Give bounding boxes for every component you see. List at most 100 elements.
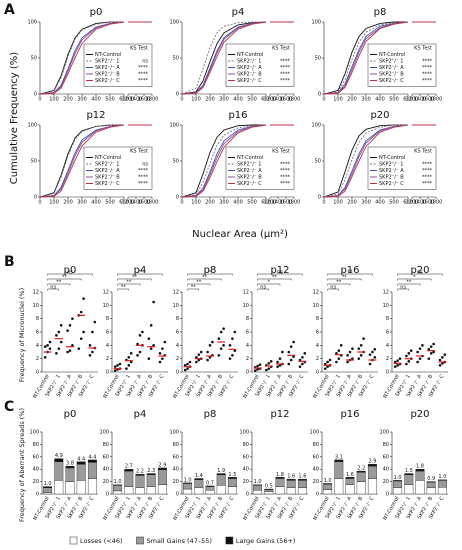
x-tick-label: 100 bbox=[333, 200, 343, 206]
bar-annotation: 1.5 bbox=[228, 472, 236, 478]
data-point bbox=[55, 334, 58, 337]
data-point bbox=[147, 337, 151, 340]
data-point bbox=[231, 337, 234, 340]
legend-swatch bbox=[225, 536, 234, 545]
data-point bbox=[357, 347, 361, 350]
data-point bbox=[129, 352, 133, 355]
significance: ** bbox=[191, 285, 197, 291]
ks-result: **** bbox=[138, 72, 149, 78]
legend-label: Small Gains (47–55) bbox=[147, 537, 212, 545]
y-tick-label: 0 bbox=[34, 92, 37, 98]
x-tick-label: 1400 bbox=[130, 97, 143, 103]
y-tick-label: 0 bbox=[246, 370, 249, 376]
bar-segment bbox=[54, 461, 64, 481]
y-tick-label: 2 bbox=[316, 356, 319, 362]
legend-box bbox=[367, 43, 437, 87]
ks-result: **** bbox=[422, 168, 433, 174]
series-line bbox=[39, 124, 125, 198]
bracket bbox=[187, 273, 233, 276]
bar-segment bbox=[87, 478, 97, 495]
data-point bbox=[219, 347, 223, 350]
series-line bbox=[181, 21, 267, 95]
data-point bbox=[222, 327, 225, 330]
data-point bbox=[427, 357, 431, 360]
data-point bbox=[91, 350, 94, 354]
y-tick-label: 40 bbox=[33, 467, 39, 473]
ks-result: **** bbox=[138, 78, 149, 84]
data-point bbox=[206, 358, 209, 362]
ks-result: **** bbox=[280, 65, 291, 71]
bar-annotation: 2.9 bbox=[368, 459, 376, 465]
x-tick-label: 1800 bbox=[146, 97, 159, 103]
series-line bbox=[39, 21, 125, 95]
significance: ** bbox=[406, 280, 412, 286]
bar-annotation: 0.7 bbox=[206, 480, 214, 486]
data-point bbox=[116, 364, 119, 367]
bar-segment bbox=[216, 474, 226, 486]
bar-segment bbox=[437, 479, 447, 481]
bracket bbox=[397, 278, 432, 281]
y-tick-label: 4 bbox=[316, 343, 319, 349]
significance: ** bbox=[126, 280, 132, 286]
ks-result: **** bbox=[280, 59, 291, 65]
y-tick-label: 100 bbox=[29, 430, 39, 436]
ks-result: **** bbox=[422, 78, 433, 84]
chart-title: p0 bbox=[64, 409, 77, 420]
data-point bbox=[163, 340, 167, 344]
data-point bbox=[57, 347, 61, 350]
data-point bbox=[405, 354, 408, 358]
significance: ** bbox=[202, 275, 208, 281]
bar-segment bbox=[253, 484, 263, 486]
bar-segment bbox=[415, 480, 425, 495]
data-point bbox=[138, 350, 142, 354]
chart-title: p4 bbox=[134, 265, 147, 276]
y-tick-label: 80 bbox=[33, 442, 39, 448]
data-point bbox=[298, 358, 302, 362]
data-point bbox=[339, 344, 343, 347]
y-tick-label: 0 bbox=[106, 370, 109, 376]
bracket bbox=[47, 283, 71, 286]
significance: ** bbox=[336, 280, 342, 286]
y-tick-label: 100 bbox=[309, 430, 319, 436]
y-tick-label: 80 bbox=[383, 442, 389, 448]
bar-segment bbox=[415, 470, 425, 481]
bar-segment bbox=[157, 469, 167, 485]
x-tick-label: 200 bbox=[347, 200, 357, 206]
chart-title: p16 bbox=[340, 409, 359, 420]
data-point bbox=[183, 368, 187, 372]
y-tick-label: 60 bbox=[103, 454, 109, 460]
data-point bbox=[113, 365, 117, 368]
bar-segment bbox=[157, 484, 167, 495]
x-tick-label: 1400 bbox=[272, 200, 285, 206]
data-point bbox=[57, 330, 61, 334]
x-tick-label: 400 bbox=[233, 97, 243, 103]
bar-segment bbox=[113, 485, 123, 492]
legend-box bbox=[225, 146, 295, 190]
ks-result: **** bbox=[422, 162, 433, 168]
y-tick-label: 10 bbox=[243, 303, 249, 309]
bar-segment bbox=[356, 470, 366, 473]
data-point bbox=[373, 348, 377, 351]
data-point bbox=[427, 348, 431, 351]
significance: ** bbox=[138, 270, 144, 276]
data-point bbox=[418, 357, 422, 360]
x-tick-label: 300 bbox=[219, 97, 229, 103]
chart-title: p16 bbox=[228, 110, 247, 121]
x-tick-label: 200 bbox=[205, 200, 215, 206]
x-tick-label: 1200 bbox=[406, 97, 419, 103]
legend-label: NT-Control bbox=[237, 52, 263, 58]
bracket bbox=[327, 278, 362, 281]
x-tick-label: 400 bbox=[375, 200, 385, 206]
significance: ns bbox=[67, 270, 73, 276]
y-tick-label: 0 bbox=[316, 492, 319, 498]
significance: ns bbox=[417, 270, 423, 276]
data-point bbox=[276, 360, 279, 364]
bracket bbox=[47, 288, 60, 291]
chart-title: p20 bbox=[410, 409, 429, 420]
series-line bbox=[181, 21, 266, 95]
bar-segment bbox=[275, 486, 285, 495]
y-tick-label: 2 bbox=[386, 356, 389, 362]
series-line bbox=[323, 124, 408, 198]
bar-annotation: 1.6 bbox=[298, 474, 306, 480]
x-tick-label: 1200 bbox=[264, 97, 277, 103]
